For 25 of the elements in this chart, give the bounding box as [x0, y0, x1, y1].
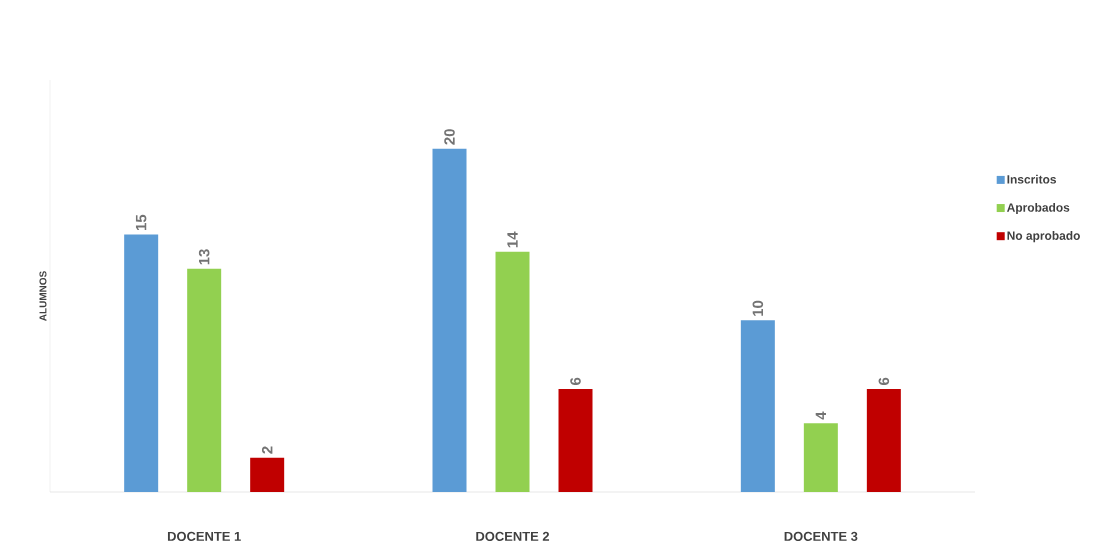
bar [558, 389, 593, 492]
bar [250, 457, 285, 492]
data-label: 6 [570, 377, 581, 385]
data-label: 20 [444, 129, 455, 145]
bar [432, 148, 467, 492]
data-label: 6 [878, 377, 890, 385]
bar [803, 423, 838, 492]
data-label: 13 [198, 249, 210, 265]
x-tick-label: DOCENTE 3 [784, 531, 858, 541]
bar [740, 320, 775, 492]
x-tick-label: DOCENTE 2 [476, 531, 550, 541]
legend-label: No aprobado [1007, 231, 1080, 243]
legend-label: Inscritos [1007, 174, 1057, 184]
data-label: 15 [135, 214, 147, 231]
data-label: 10 [752, 300, 764, 316]
data-label: 2 [261, 446, 273, 454]
bar [495, 251, 530, 492]
legend-label: Aprobados [1006, 202, 1070, 215]
bar [866, 389, 901, 492]
data-label: 4 [815, 411, 826, 420]
y-axis-title: ALUMNOS [39, 271, 47, 321]
data-label: 14 [507, 231, 518, 248]
x-tick-label: DOCENTE 1 [167, 531, 241, 541]
bar [187, 268, 222, 492]
bar [124, 234, 159, 492]
